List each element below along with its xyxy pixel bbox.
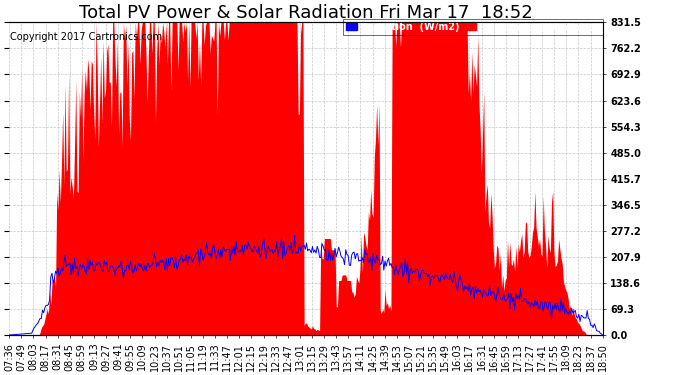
Title: Total PV Power & Solar Radiation Fri Mar 17  18:52: Total PV Power & Solar Radiation Fri Mar… (79, 4, 533, 22)
Text: Copyright 2017 Cartronics.com: Copyright 2017 Cartronics.com (10, 32, 162, 42)
Legend: Radiation  (W/m2), PV Panels  (DC Watts): Radiation (W/m2), PV Panels (DC Watts) (343, 19, 602, 35)
